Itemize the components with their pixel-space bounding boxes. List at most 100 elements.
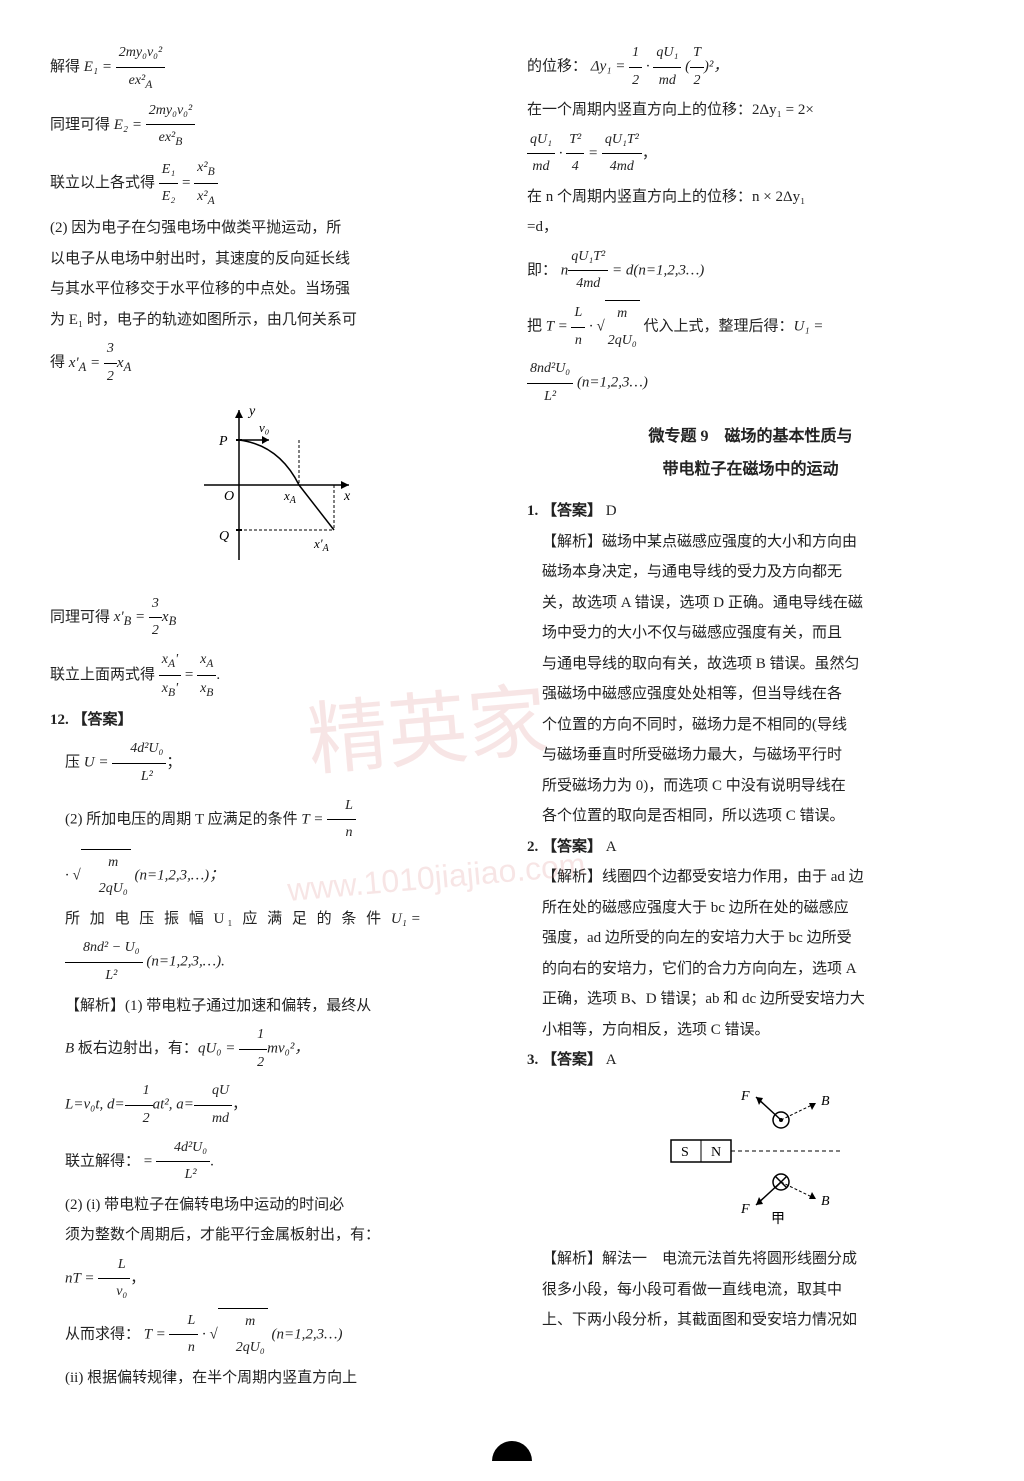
text-prefix: 联立以上各式得 [50,175,155,191]
text-line: 把 T = Ln · √m2qU₀ 代入上式，整理后得：U₁ = [527,300,974,354]
text-line: 很多小段，每小段可看做一直线电流，取其中 [527,1276,974,1305]
text-line: =d， [527,213,974,242]
text-line: 须为整数个周期后，才能平行金属板射出，有： [50,1221,497,1250]
text-line: 上、下两小段分析，其截面图和受安培力情况如 [527,1306,974,1335]
text-line: 同理可得 E₂ = 2my₀v₀²ex²B [50,98,497,154]
text-prefix: 即： [527,262,557,278]
page-marker-icon [492,1441,532,1461]
text-line: 【解析】线圈四个边都受安培力作用，由于 ad 边 [527,863,974,892]
text-line: 的位移： Δy₁ = 12 · qU₁md (T2)²， [527,40,974,94]
answer-value: D [606,503,617,519]
text-line: (2) 所加电压的周期 T 应满足的条件 T = Ln [50,793,497,847]
answer-value: A [606,839,617,855]
magnet-diagram: S N F B [527,1085,974,1236]
section-title: 微专题 9 磁场的基本性质与 [527,422,974,452]
text-line: 所受磁场力为 0)，而选项 C 中没有说明导线在 [527,772,974,801]
svg-text:Q: Q [219,529,229,544]
trajectory-diagram: y x O P v₀ Q [50,400,497,581]
text-line: B 板右边射出，有：qU₀ = 12mv₀²， [50,1022,497,1076]
text-line: 从而求得： T = Ln · √m2qU₀ (n=1,2,3…) [50,1308,497,1362]
text-line: 正确，选项 B、D 错误；ab 和 dc 边所受安培力大 [527,985,974,1014]
svg-text:v₀: v₀ [259,420,269,435]
svg-text:甲: 甲 [771,1212,785,1225]
answer-label: 【答案】 [542,1052,602,1068]
question-header: 1. 【答案】 D [527,497,974,526]
right-column: 的位移： Δy₁ = 12 · qU₁md (T2)²， 在一个周期内竖直方向上… [527,40,974,1441]
question-number: 3. [527,1052,538,1068]
text-line: 【解析】(1) 带电粒子通过加速和偏转，最终从 [50,992,497,1021]
question-number: 2. [527,839,538,855]
answer-value: A [606,1052,617,1068]
text-prefix: 的位移： [527,59,587,75]
answer-label: 【答案】 [542,503,602,519]
svg-text:B: B [821,1094,830,1109]
text-prefix: 同理可得 [50,609,114,625]
text-prefix: 把 [527,319,546,335]
text-line: (ii) 根据偏转规律，在半个周期内竖直方向上 [50,1364,497,1393]
svg-text:F: F [740,1089,750,1104]
svg-text:N: N [711,1145,721,1160]
text-line: L=v₀t, d=12at², a=qUmd， [50,1078,497,1132]
text-line: 与通电导线的取向有关，故选项 B 错误。虽然匀 [527,650,974,679]
text-line: 强度，ad 边所受的向左的安培力大于 bc 边所受 [527,924,974,953]
left-column: 解得 E₁ = 2my₀v₀²ex²A 同理可得 E₂ = 2my₀v₀²ex²… [50,40,497,1441]
text-line: 即： nqU₁T²4md = d(n=1,2,3…) [527,244,974,298]
answer-label: 【答案】 [542,839,602,855]
text-line: 的向右的安培力，它们的合力方向向左，选项 A [527,955,974,984]
question-header: 3. 【答案】 A [527,1046,974,1075]
text-line: 与其水平位移交于水平位移的中点处。当场强 [50,275,497,304]
text-line: 联立上面两式得 xA'xB' = xAxB. [50,647,497,704]
text-prefix: 压 [65,755,84,771]
text-line: 为 E₁ 时，电子的轨迹如图所示，由几何关系可 [50,306,497,335]
svg-text:xA: xA [283,488,297,506]
text-line: 与磁场垂直时所受磁场力最大，与磁场平行时 [527,741,974,770]
text-prefix: 联立上面两式得 [50,667,155,683]
text-line: 各个位置的取向是否相同，所以选项 C 错误。 [527,802,974,831]
text-line: (2) (i) 带电粒子在偏转电场中运动的时间必 [50,1191,497,1220]
text-line: qU₁md · T²4 = qU₁T²4md， [527,127,974,181]
section-subtitle: 带电粒子在磁场中的运动 [527,455,974,485]
text-line: 解得 E₁ = 2my₀v₀²ex²A [50,40,497,96]
text-line: 所 加 电 压 振 幅 U₁ 应 满 足 的 条 件 U₁ = [50,905,497,934]
svg-text:P: P [218,434,228,449]
text-line: 联立解得： = 4d²U₀L². [50,1135,497,1189]
text-prefix: 得 [50,355,69,371]
page-container: 解得 E₁ = 2my₀v₀²ex²A 同理可得 E₂ = 2my₀v₀²ex²… [50,40,974,1441]
text-line: 所在处的磁感应强度大于 bc 边所在处的磁感应 [527,894,974,923]
text-line: 场中受力的大小不仅与磁感应强度有关，而且 [527,619,974,648]
svg-text:x'A: x'A [313,536,330,554]
text-line: 【解析】解法一 电流元法首先将圆形线圈分成 [527,1245,974,1274]
text-line: 个位置的方向不同时，磁场力是不相同的(导线 [527,711,974,740]
text-line: 8nd²U₀L² (n=1,2,3…) [527,356,974,410]
text-line: 压 U = 4d²U₀L²； [50,736,497,790]
text-line: 以电子从电场中射出时，其速度的反向延长线 [50,245,497,274]
answer-label: 【答案】 [73,712,133,728]
text-line: 磁场本身决定，与通电导线的受力及方向都无 [527,558,974,587]
question-header: 12. 【答案】 [50,706,497,735]
svg-text:x: x [343,489,351,504]
text-line: 小相等，方向相反，选项 C 错误。 [527,1016,974,1045]
question-number: 1. [527,503,538,519]
svg-text:F: F [740,1202,750,1217]
svg-text:O: O [224,489,234,504]
svg-text:B: B [821,1194,830,1209]
text-prefix: 从而求得： [65,1326,140,1342]
text-line: 8nd² − U₀L² (n=1,2,3,…). [50,935,497,989]
svg-text:y: y [247,404,256,419]
text-line: 得 x'A = 32xA [50,336,497,390]
text-line: (2) 因为电子在匀强电场中做类平抛运动，所 [50,214,497,243]
text-line: nT = Lv₀， [50,1252,497,1306]
text-line: 【解析】磁场中某点磁感应强度的大小和方向由 [527,528,974,557]
text-prefix: 联立解得： [65,1153,140,1169]
text-prefix: 解得 [50,59,84,75]
text-line: 关，故选项 A 错误，选项 D 正确。通电导线在磁 [527,589,974,618]
text-line: 联立以上各式得 E₁E₂ = x²Bx²A [50,155,497,212]
text-line: 在一个周期内竖直方向上的位移：2Δy₁ = 2× [527,96,974,125]
text-line: 强磁场中磁感应强度处处相等，但当导线在各 [527,680,974,709]
question-header: 2. 【答案】 A [527,833,974,862]
question-number: 12. [50,712,69,728]
svg-text:S: S [681,1145,689,1160]
text-prefix: 同理可得 [50,117,114,133]
text-line: · √m2qU₀ (n=1,2,3,…)； [50,849,497,903]
text-line: 在 n 个周期内竖直方向上的位移：n × 2Δy₁ [527,183,974,212]
